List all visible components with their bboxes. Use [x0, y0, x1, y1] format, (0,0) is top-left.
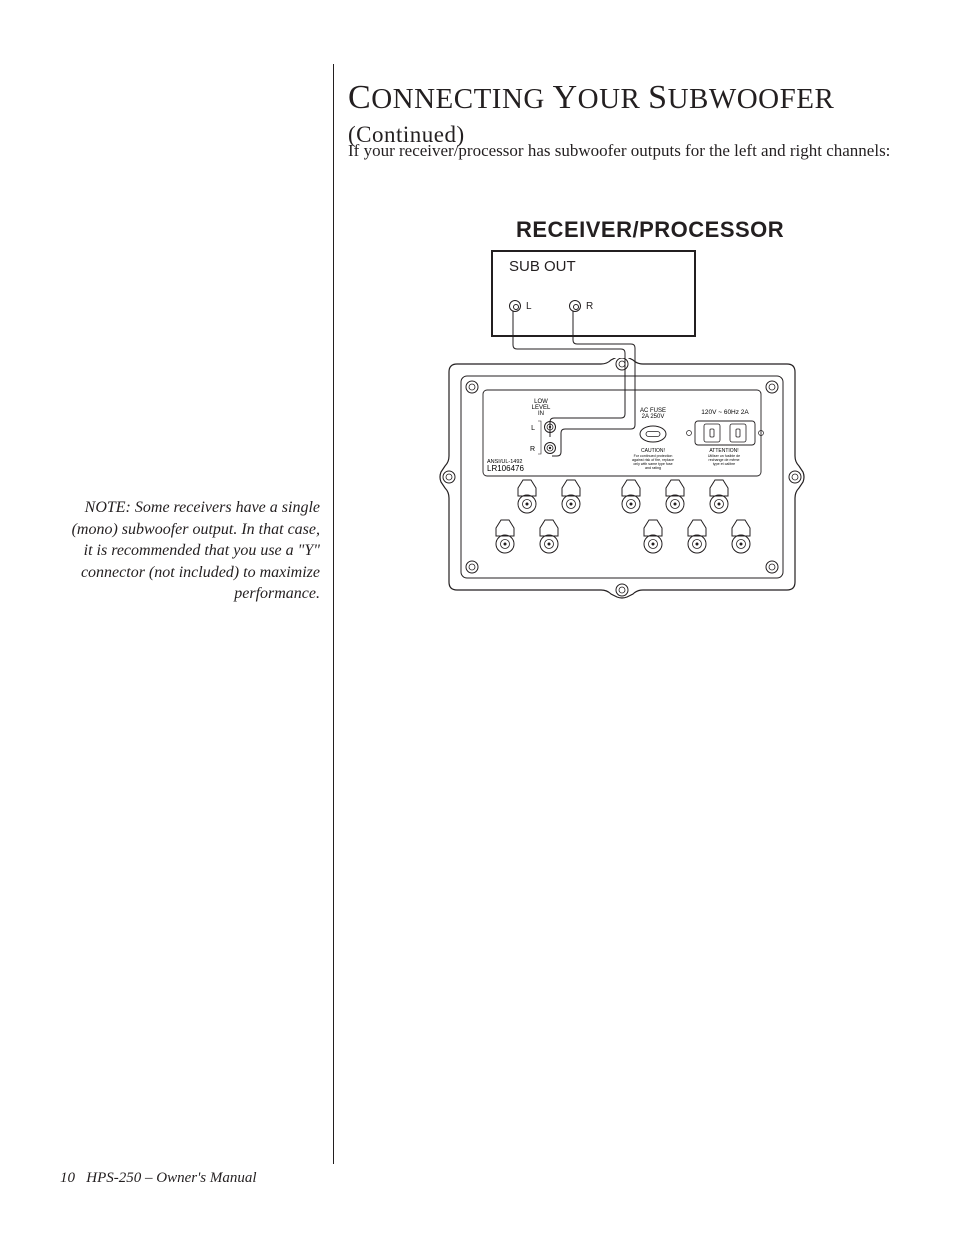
caution-body: For continued protectionagainst risk of … — [632, 454, 674, 470]
low-level-in-label: LOWLEVELIN — [532, 399, 551, 417]
footer-model: HPS-250 – Owner's Manual — [86, 1170, 256, 1186]
ac-fuse-label: AC FUSE2A 250V — [640, 408, 666, 420]
vertical-divider — [333, 64, 334, 1164]
side-note: NOTE: Some receivers have a single (mono… — [60, 497, 320, 605]
low-r-label: R — [530, 446, 535, 453]
page-number: 10 — [60, 1170, 75, 1186]
sub-out-l-label: L — [526, 301, 532, 312]
lr-label: LR106476 — [487, 464, 524, 473]
sub-out-label: SUB OUT — [509, 258, 576, 275]
page-title: CONNECTING YOUR SUBWOOFER (Continued) — [348, 79, 954, 150]
power-rating-label: 120V ~ 60Hz 2A — [701, 409, 749, 416]
attention-body: Utiliser un fusible derechange de mêmety… — [708, 454, 740, 466]
sub-out-jack-l — [509, 300, 521, 312]
sub-out-jack-r — [569, 300, 581, 312]
subwoofer-panel: LOWLEVELIN L R ANSI/UL-1492 LR106476 AC … — [431, 358, 813, 603]
receiver-label: RECEIVER/PROCESSOR — [516, 217, 784, 243]
page-footer: 10 HPS-250 – Owner's Manual — [60, 1170, 257, 1187]
receiver-box: SUB OUT L R — [491, 250, 696, 337]
intro-text: If your receiver/processor has subwoofer… — [348, 141, 890, 161]
sub-out-r-label: R — [586, 301, 593, 312]
low-l-label: L — [531, 425, 535, 432]
